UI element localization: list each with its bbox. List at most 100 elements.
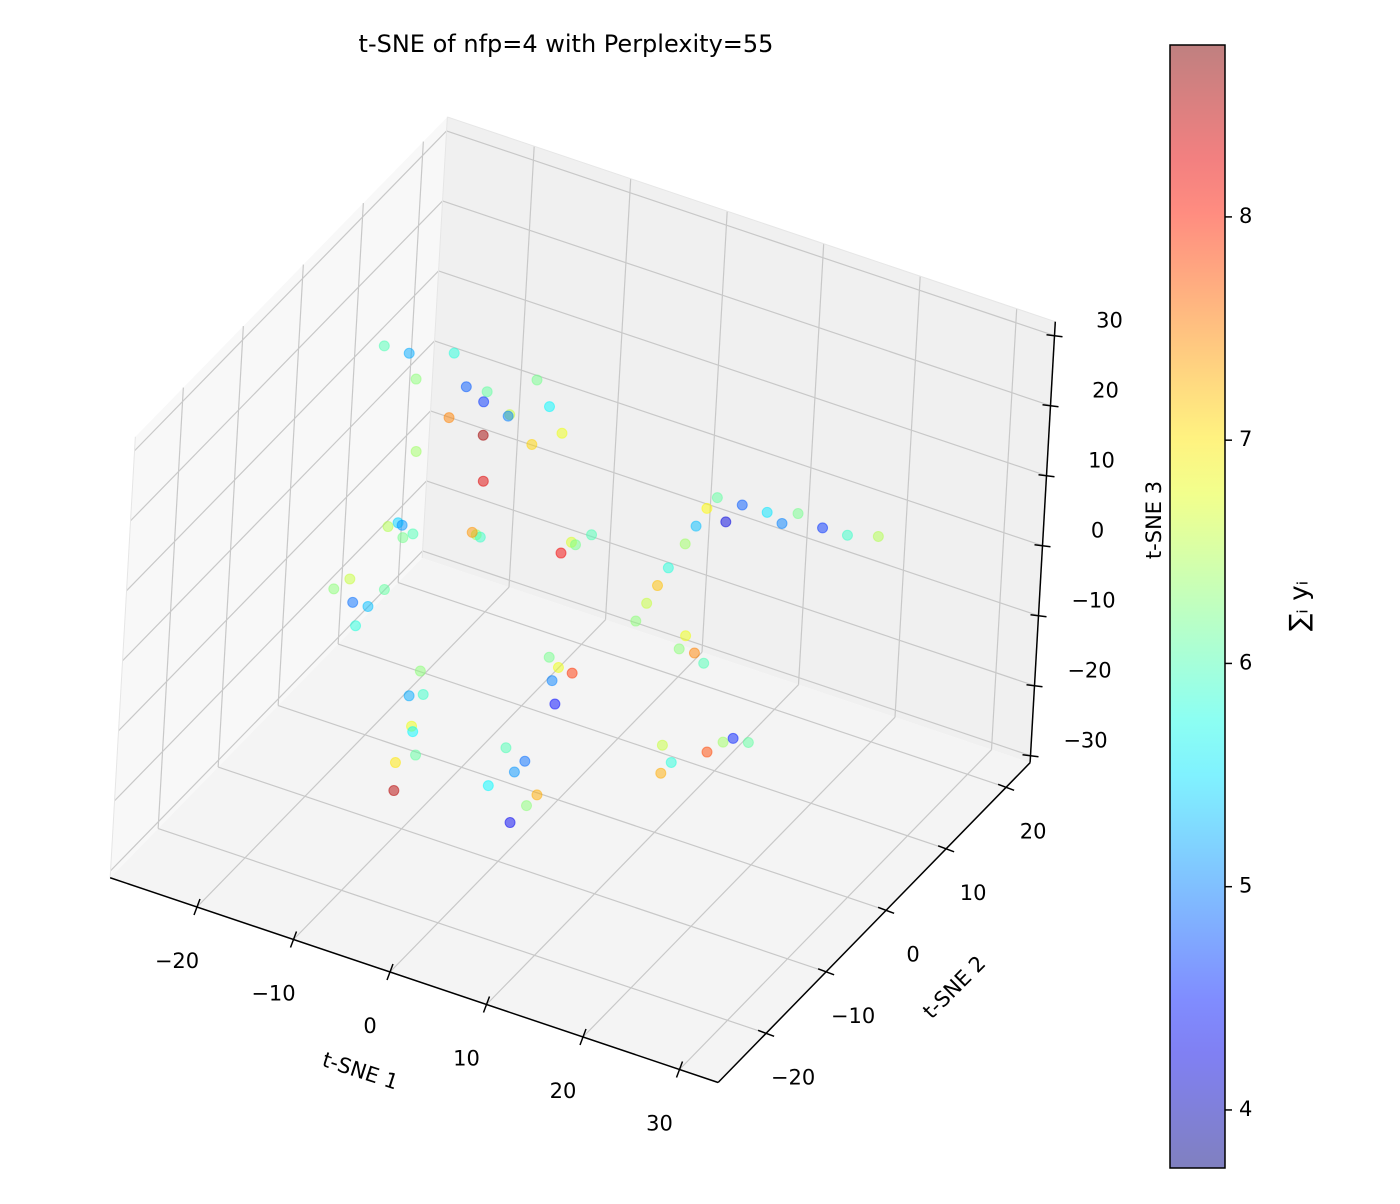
data-point bbox=[872, 530, 884, 542]
grid-line bbox=[217, 766, 827, 973]
z-tick-mark bbox=[1026, 683, 1043, 688]
data-point bbox=[378, 340, 390, 352]
grid-line bbox=[508, 146, 535, 588]
data-point bbox=[566, 667, 578, 679]
grid-line bbox=[604, 178, 632, 620]
data-point bbox=[403, 690, 415, 702]
data-point bbox=[701, 502, 713, 514]
data-point bbox=[388, 785, 400, 797]
data-point bbox=[701, 746, 713, 758]
data-point bbox=[397, 532, 409, 544]
data-point bbox=[652, 580, 663, 592]
grid-line bbox=[397, 141, 424, 583]
data-point bbox=[776, 517, 788, 529]
colorbar bbox=[1169, 44, 1226, 1169]
data-point bbox=[717, 736, 729, 748]
data-point bbox=[344, 573, 356, 585]
grid-line bbox=[277, 704, 887, 911]
grid-line bbox=[701, 211, 728, 653]
grid-line bbox=[157, 387, 184, 829]
data-point bbox=[720, 516, 732, 528]
grid-line bbox=[134, 130, 447, 452]
data-point bbox=[690, 520, 702, 532]
x-tick-label: −20 bbox=[155, 949, 199, 973]
data-point bbox=[396, 519, 408, 531]
y-axis-line bbox=[717, 762, 1031, 1084]
data-point bbox=[555, 547, 567, 559]
grid-line bbox=[422, 550, 1031, 757]
data-point bbox=[481, 386, 493, 398]
floor-pane bbox=[110, 557, 1031, 1083]
data-point bbox=[504, 817, 516, 829]
data-point bbox=[570, 539, 581, 551]
z-tick-label: −30 bbox=[1063, 729, 1107, 753]
grid-line bbox=[157, 827, 767, 1034]
y-tick-mark bbox=[937, 845, 955, 853]
data-point bbox=[403, 347, 415, 359]
y-tick-label: 10 bbox=[960, 881, 987, 905]
data-point bbox=[410, 373, 422, 385]
data-point bbox=[727, 732, 739, 744]
data-point bbox=[389, 757, 401, 769]
grid-line bbox=[582, 716, 896, 1038]
z-axis-title: t-SNE 3 bbox=[1142, 481, 1166, 559]
data-point bbox=[417, 688, 429, 700]
data-point bbox=[407, 726, 419, 738]
data-point bbox=[502, 410, 514, 422]
colorbar-title: ∑ᵢ yᵢ bbox=[1285, 581, 1315, 631]
z-tick-label: 20 bbox=[1092, 379, 1119, 403]
grid-line bbox=[446, 130, 1055, 337]
back-pane bbox=[422, 116, 1056, 763]
data-point bbox=[630, 615, 642, 627]
grid-line bbox=[894, 276, 921, 718]
grid-line bbox=[277, 264, 304, 706]
data-point bbox=[460, 381, 472, 393]
data-point bbox=[521, 800, 532, 812]
x-axis-title: t-SNE 1 bbox=[319, 1048, 401, 1095]
x-tick-label: 30 bbox=[646, 1112, 673, 1136]
data-point bbox=[543, 651, 555, 663]
grid-line bbox=[130, 200, 443, 522]
colorbar-tick-label: 7 bbox=[1239, 427, 1252, 451]
x-tick-mark bbox=[193, 898, 201, 916]
data-point bbox=[655, 767, 667, 779]
y-tick-label: −10 bbox=[831, 1004, 875, 1028]
data-point bbox=[378, 584, 390, 596]
grid-line bbox=[293, 619, 606, 940]
grid-line bbox=[397, 581, 1007, 788]
data-point bbox=[474, 531, 486, 543]
z-axis-line bbox=[1029, 321, 1057, 763]
y-tick-label: 0 bbox=[906, 942, 919, 966]
data-point bbox=[792, 508, 804, 520]
data-point bbox=[478, 396, 490, 408]
y-tick-mark bbox=[997, 783, 1015, 792]
colorbar-tick-label: 8 bbox=[1239, 204, 1252, 228]
data-point bbox=[508, 766, 520, 778]
y-tick-mark bbox=[877, 906, 895, 915]
data-point bbox=[466, 526, 478, 538]
data-point bbox=[641, 597, 653, 609]
y-tick-label: −20 bbox=[771, 1065, 815, 1089]
data-point bbox=[414, 665, 426, 677]
data-point bbox=[531, 789, 543, 801]
left-pane bbox=[110, 116, 448, 878]
data-point bbox=[665, 756, 677, 768]
y-tick-mark bbox=[817, 968, 835, 976]
data-point bbox=[477, 475, 489, 487]
data-point bbox=[350, 620, 362, 632]
grid-line bbox=[442, 200, 1051, 407]
data-point bbox=[586, 529, 598, 541]
grid-line bbox=[389, 651, 703, 973]
data-point bbox=[443, 412, 455, 424]
data-point bbox=[546, 675, 558, 687]
grid-line bbox=[438, 270, 1047, 477]
chart-title: t-SNE of nfp=4 with Perplexity=55 bbox=[359, 30, 774, 58]
x-tick-label: 20 bbox=[550, 1079, 577, 1103]
pane-edge bbox=[447, 116, 1056, 323]
data-point bbox=[500, 742, 512, 754]
z-tick-label: 10 bbox=[1088, 449, 1115, 473]
grid-line bbox=[797, 243, 825, 685]
z-tick-label: 0 bbox=[1091, 519, 1104, 543]
z-tick-mark bbox=[1046, 333, 1063, 338]
